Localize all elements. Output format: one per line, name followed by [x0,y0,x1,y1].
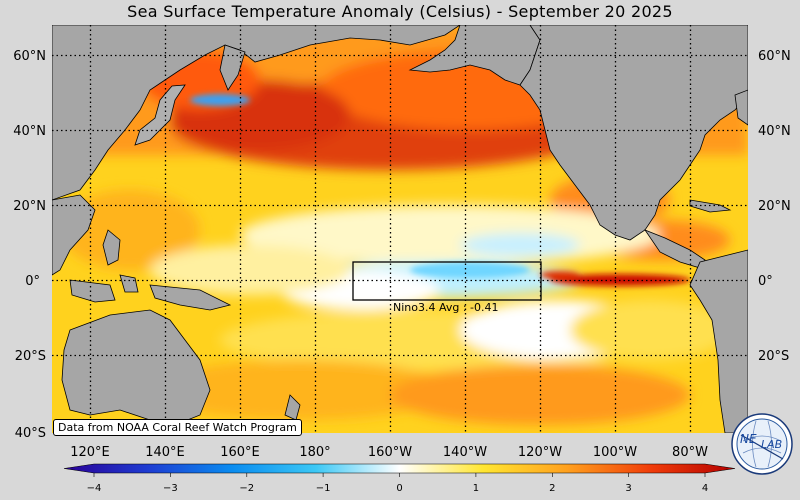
lon-label: 80°W [672,445,708,460]
colorbar-tick-label: 3 [625,483,631,494]
lat-label: 0° [25,274,40,289]
lat-label: 40°N [758,124,791,139]
lon-labels: 120°E 140°E 160°E 180° 160°W 140°W 120°W… [70,445,708,460]
lat-labels-left: 60°N 40°N 20°N 0° 20°S 40°S [13,49,46,441]
colorbar-tick-label: 4 [702,483,708,494]
south-america-landmass [689,249,748,433]
map-title: Sea Surface Temperature Anomaly (Celsius… [127,2,673,21]
map-panel: Nino3.4 Avg : -0.41 [52,25,748,433]
lat-label: 20°S [15,349,46,364]
land-masses [52,25,748,433]
graticule [52,25,748,433]
lon-label: 180° [299,445,330,460]
nexlab-globe-logo[interactable]: NE LAB [731,413,793,475]
colorbar-tick-label: −2 [239,483,254,494]
lon-label: 160°W [368,445,412,460]
lat-label: 40°S [15,426,46,441]
nino34-box [352,261,542,301]
colorbar-tick-label: −3 [163,483,178,494]
lon-label: 120°W [518,445,562,460]
svg-text:NE: NE [740,432,757,446]
north-america-landmass [519,25,748,241]
lat-label: 60°N [13,49,46,64]
lat-label: 60°N [758,49,791,64]
new-guinea-landmass [149,284,232,311]
colorbar: −4 −3 −2 −1 0 1 2 3 4 [63,463,736,494]
colorbar-tick-label: −1 [316,483,331,494]
lon-label: 140°E [145,445,185,460]
colorbar-tick-label: 2 [549,483,555,494]
colorbar-tick-label: 0 [396,483,402,494]
source-note: Data from NOAA Coral Reef Watch Program [53,419,302,436]
lat-label: 0° [758,274,773,289]
lat-label: 20°N [13,199,46,214]
lon-label: 160°E [220,445,260,460]
lon-label: 100°W [593,445,637,460]
lon-label: 140°W [443,445,487,460]
asia-landmass [52,25,461,201]
colorbar-gradient [63,463,736,474]
lat-labels-right: 60°N 40°N 20°N 0° 20°S [758,49,791,364]
lon-label: 120°E [70,445,110,460]
lat-label: 20°S [758,349,789,364]
lat-label: 20°N [758,199,791,214]
svg-text:LAB: LAB [761,438,782,451]
nino34-label: Nino3.4 Avg : -0.41 [393,301,499,314]
colorbar-tick-label: −4 [87,483,102,494]
colorbar-tick-label: 1 [473,483,479,494]
lat-label: 40°N [13,124,46,139]
